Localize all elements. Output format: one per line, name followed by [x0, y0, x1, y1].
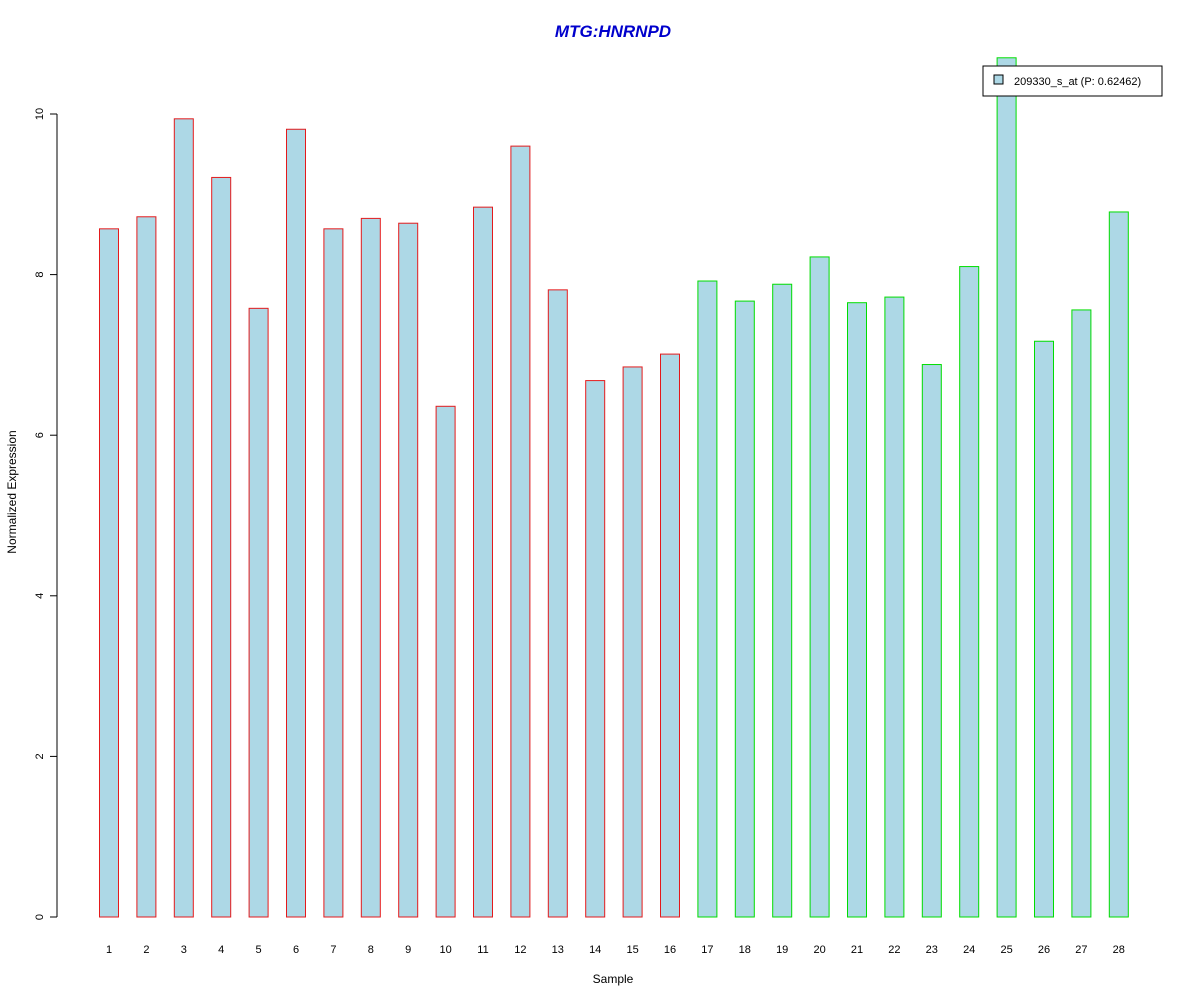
x-tick-label: 9 — [405, 944, 411, 956]
bar — [473, 206, 493, 918]
x-tick-label: 10 — [439, 944, 451, 956]
x-tick-label: 27 — [1075, 944, 1087, 956]
bar — [136, 216, 157, 918]
x-tick-label: 24 — [963, 944, 975, 956]
x-tick-label: 7 — [330, 944, 336, 956]
bar — [547, 289, 568, 918]
x-axis-tick-labels: 1 2 3 4 5 6 7 8 9 10 11 12 13 14 15 16 17 18 19 20 21 22 23 24 2… — [106, 944, 1125, 956]
x-tick-label: 26 — [1038, 944, 1050, 956]
y-tick-label: 6 — [34, 432, 46, 438]
legend-label: 209330_s_at (P: 0.62462) — [1014, 76, 1141, 88]
y-tick-label: 8 — [34, 272, 46, 278]
x-tick-label: 2 — [143, 944, 149, 956]
legend-swatch — [993, 74, 1004, 85]
x-tick-label: 19 — [776, 944, 788, 956]
y-tick-label: 2 — [34, 753, 46, 759]
bar — [360, 217, 381, 918]
x-tick-label: 15 — [626, 944, 638, 956]
bar — [211, 176, 232, 918]
bar — [398, 222, 419, 918]
bar — [921, 364, 942, 918]
x-tick-label: 3 — [181, 944, 187, 956]
bar — [884, 296, 905, 918]
x-tick-label: 23 — [926, 944, 938, 956]
bars — [99, 57, 1129, 918]
y-tick-label: 4 — [34, 593, 46, 599]
y-axis-label: Normalized Expression — [5, 430, 19, 553]
bar — [99, 228, 119, 918]
bar — [323, 228, 344, 918]
bar — [734, 300, 755, 918]
x-tick-label: 21 — [851, 944, 863, 956]
x-tick-label: 8 — [368, 944, 374, 956]
y-tick-label: 10 — [34, 108, 46, 120]
x-tick-label: 6 — [293, 944, 299, 956]
x-tick-label: 22 — [888, 944, 900, 956]
legend: 209330_s_at (P: 0.62462) — [982, 65, 1163, 97]
bar — [585, 380, 606, 918]
x-tick-label: 17 — [701, 944, 713, 956]
bar — [847, 302, 867, 918]
bar — [248, 307, 269, 918]
x-tick-label: 4 — [218, 944, 224, 956]
x-tick-label: 13 — [552, 944, 564, 956]
x-tick-label: 16 — [664, 944, 676, 956]
bar — [286, 128, 306, 918]
bar — [660, 353, 680, 918]
bar — [510, 145, 531, 918]
bar — [809, 256, 830, 918]
x-axis-label: Sample — [593, 972, 634, 986]
bar — [173, 118, 194, 918]
x-tick-label: 11 — [477, 944, 488, 956]
bar — [435, 405, 456, 918]
y-axis: 0 2 4 6 8 10 — [34, 108, 58, 920]
x-tick-label: 12 — [514, 944, 526, 956]
x-tick-label: 20 — [813, 944, 825, 956]
bar — [959, 266, 980, 918]
x-tick-label: 28 — [1113, 944, 1125, 956]
bar — [772, 283, 793, 918]
bar — [697, 280, 718, 918]
x-tick-label: 14 — [589, 944, 601, 956]
bar — [1071, 309, 1092, 918]
x-tick-label: 5 — [256, 944, 262, 956]
chart-title: MTG:HNRNPD — [555, 22, 671, 41]
bar — [1034, 340, 1054, 918]
bar — [622, 366, 643, 918]
x-tick-label: 1 — [106, 944, 112, 956]
y-tick-label: 0 — [34, 914, 46, 920]
legend-box — [982, 65, 1163, 97]
x-tick-label: 18 — [739, 944, 751, 956]
bar — [996, 57, 1017, 918]
bar — [1108, 211, 1129, 918]
x-tick-label: 25 — [1000, 944, 1012, 956]
